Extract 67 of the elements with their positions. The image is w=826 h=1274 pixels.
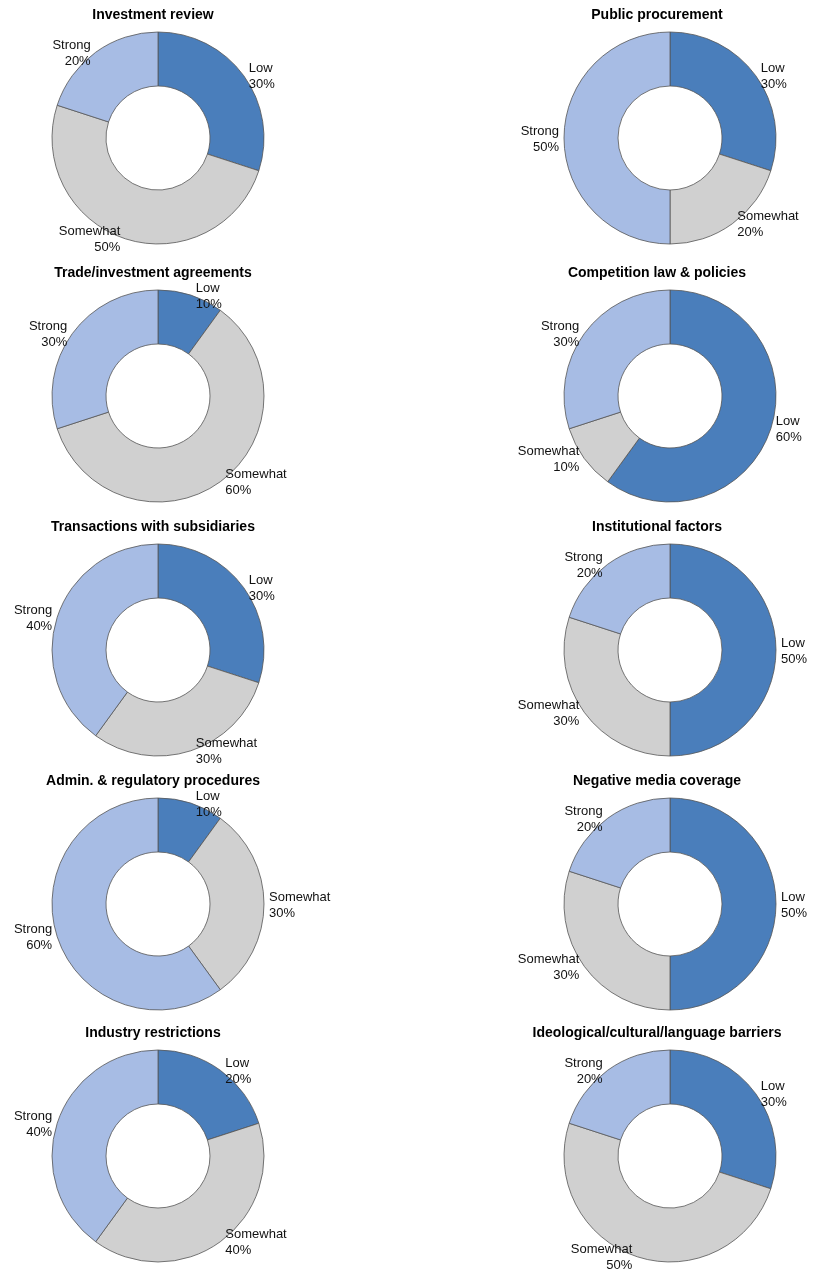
slice-label: Somewhat xyxy=(517,950,580,966)
slice-label: Strong xyxy=(520,122,559,138)
slice-label: Somewhat xyxy=(225,1226,288,1242)
data-label: 30% xyxy=(248,76,276,92)
data-label: 50% xyxy=(781,650,808,666)
data-label: 40% xyxy=(26,1123,53,1139)
chart-title: Competition law & policies xyxy=(567,264,747,280)
data-label: 30% xyxy=(553,712,580,728)
slice-label: Low xyxy=(760,60,786,76)
slice-label: Somewhat xyxy=(195,735,258,751)
data-label: 20% xyxy=(576,1070,604,1086)
data-label: 30% xyxy=(553,334,580,350)
data-label: 60% xyxy=(225,482,252,498)
slice-label: Strong xyxy=(540,318,580,334)
chart-title: Transactions with subsidiaries xyxy=(51,518,256,534)
data-label: 10% xyxy=(553,458,580,474)
slice-label: Strong xyxy=(564,1054,603,1070)
chart-title: Institutional factors xyxy=(592,518,723,534)
chart-title: Trade/investment agreements xyxy=(54,264,253,280)
data-label: 30% xyxy=(41,334,68,350)
slice-label: Low xyxy=(775,413,801,429)
slice-label: Somewhat xyxy=(517,696,580,712)
data-label: 50% xyxy=(94,239,121,255)
slice-label: Somewhat xyxy=(570,1241,633,1257)
slice-label: Strong xyxy=(28,318,68,334)
chart-title: Ideological/cultural/language barriers xyxy=(532,1024,782,1040)
data-label: 20% xyxy=(737,224,764,240)
slice-label: Somewhat xyxy=(58,223,121,239)
slice-label: Strong xyxy=(52,36,91,52)
slice-label: Somewhat xyxy=(517,442,580,458)
data-label: 40% xyxy=(225,1242,252,1258)
slice-label: Strong xyxy=(564,802,603,818)
slice-label: Somewhat xyxy=(269,888,331,904)
data-label: 30% xyxy=(195,751,223,767)
data-label: 60% xyxy=(26,937,53,953)
chart-title: Admin. & regulatory procedures xyxy=(46,772,261,788)
slice-label: Strong xyxy=(13,1107,53,1123)
data-label: 20% xyxy=(576,564,604,580)
data-label: 20% xyxy=(64,52,92,68)
data-label: 40% xyxy=(26,617,53,633)
data-label: 30% xyxy=(553,966,580,982)
data-label: 30% xyxy=(760,76,788,92)
slice-label: Strong xyxy=(13,921,53,937)
data-label: 60% xyxy=(775,429,803,445)
slice-label: Strong xyxy=(13,601,53,617)
slice-label: Low xyxy=(195,787,221,803)
data-label: 50% xyxy=(781,904,808,920)
data-label: 30% xyxy=(269,904,296,920)
data-label: 30% xyxy=(248,588,276,604)
slice-label: Low xyxy=(248,60,274,76)
data-label: 20% xyxy=(576,818,604,834)
chart-title: Investment review xyxy=(92,6,214,22)
slice-label: Somewhat xyxy=(737,208,800,224)
slice-label: Low xyxy=(760,1078,786,1094)
chart-title: Industry restrictions xyxy=(85,1024,221,1040)
data-label: 30% xyxy=(760,1094,788,1110)
chart-title: Negative media coverage xyxy=(572,772,742,788)
data-label: 50% xyxy=(532,138,560,154)
slice-label: Low xyxy=(781,634,806,650)
slice-label: Low xyxy=(225,1054,250,1070)
slice-label: Low xyxy=(781,888,806,904)
chart-title: Public procurement xyxy=(591,6,724,22)
slice-label: Low xyxy=(248,572,274,588)
slice-label: Low xyxy=(195,279,221,295)
slice-label: Somewhat xyxy=(225,466,288,482)
data-label: 50% xyxy=(606,1257,633,1273)
slice-label: Strong xyxy=(564,548,603,564)
